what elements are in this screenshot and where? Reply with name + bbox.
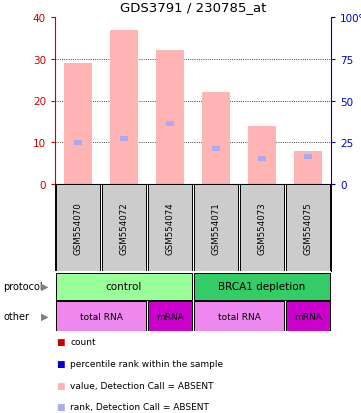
Bar: [156, 51, 184, 185]
Text: ■: ■: [56, 359, 65, 368]
Text: ▶: ▶: [40, 311, 48, 321]
Bar: [120, 136, 128, 141]
Text: rank, Detection Call = ABSENT: rank, Detection Call = ABSENT: [70, 402, 209, 411]
Bar: [194, 273, 330, 300]
Text: percentile rank within the sample: percentile rank within the sample: [70, 359, 223, 368]
Text: mRNA: mRNA: [294, 312, 322, 321]
Bar: [286, 301, 330, 331]
Bar: [194, 185, 238, 271]
Bar: [56, 273, 192, 300]
Text: GSM554074: GSM554074: [165, 202, 174, 254]
Text: control: control: [106, 281, 142, 291]
Title: GDS3791 / 230785_at: GDS3791 / 230785_at: [120, 1, 266, 14]
Bar: [102, 185, 146, 271]
Text: GSM554073: GSM554073: [257, 202, 266, 254]
Bar: [248, 126, 276, 185]
Bar: [304, 155, 312, 160]
Bar: [240, 185, 284, 271]
Bar: [56, 185, 100, 271]
Bar: [148, 301, 192, 331]
Bar: [166, 122, 174, 127]
Text: protocol: protocol: [4, 281, 43, 291]
Text: other: other: [4, 311, 30, 321]
Text: ■: ■: [56, 402, 65, 411]
Bar: [74, 140, 82, 145]
Text: GSM554070: GSM554070: [74, 202, 83, 254]
Bar: [258, 157, 266, 162]
Text: GSM554072: GSM554072: [119, 202, 129, 254]
Bar: [194, 301, 284, 331]
Text: BRCA1 depletion: BRCA1 depletion: [218, 281, 306, 291]
Text: ■: ■: [56, 338, 65, 347]
Text: total RNA: total RNA: [79, 312, 122, 321]
Text: ■: ■: [56, 381, 65, 389]
Bar: [286, 185, 330, 271]
Bar: [294, 151, 322, 185]
Text: GSM554071: GSM554071: [212, 202, 221, 254]
Bar: [202, 93, 230, 185]
Bar: [148, 185, 192, 271]
Text: ▶: ▶: [40, 281, 48, 291]
Bar: [110, 31, 138, 185]
Text: mRNA: mRNA: [156, 312, 184, 321]
Text: GSM554075: GSM554075: [304, 202, 313, 254]
Bar: [64, 64, 92, 185]
Bar: [212, 147, 220, 152]
Text: value, Detection Call = ABSENT: value, Detection Call = ABSENT: [70, 381, 214, 389]
Text: count: count: [70, 338, 96, 347]
Text: total RNA: total RNA: [218, 312, 260, 321]
Bar: [56, 301, 146, 331]
